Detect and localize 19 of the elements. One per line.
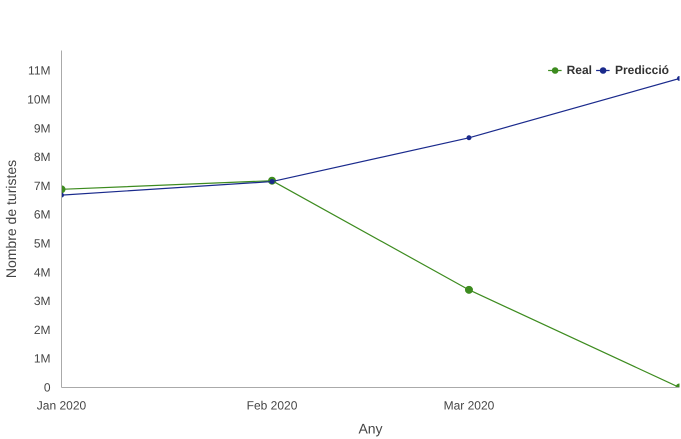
y-tick-label: 11M xyxy=(28,64,51,78)
y-tick-label: 6M xyxy=(34,208,51,222)
legend-label: Real xyxy=(566,63,592,77)
y-tick-label: 7M xyxy=(34,178,51,193)
y-tick-label: 1M xyxy=(34,352,51,366)
y-tick-label: 4M xyxy=(34,265,51,280)
x-tick-label: Feb 2020 xyxy=(246,398,298,412)
y-tick-label: 8M xyxy=(34,150,51,164)
y-tick-label: 3M xyxy=(34,294,51,308)
legend-label: Predicció xyxy=(614,63,669,77)
y-tick-label: 5M xyxy=(34,236,51,250)
x-axis-title: Any xyxy=(358,420,383,436)
y-tick-label: 10M xyxy=(27,92,51,106)
x-tick-label: Jan 2020 xyxy=(36,398,87,412)
y-tick-label: 9M xyxy=(34,121,51,136)
y-tick-label: 0 xyxy=(44,380,51,394)
x-tick-label: Mar 2020 xyxy=(444,398,495,412)
y-tick-label: 2M xyxy=(34,322,51,337)
y-axis-title: Nombre de turistes xyxy=(3,160,20,278)
